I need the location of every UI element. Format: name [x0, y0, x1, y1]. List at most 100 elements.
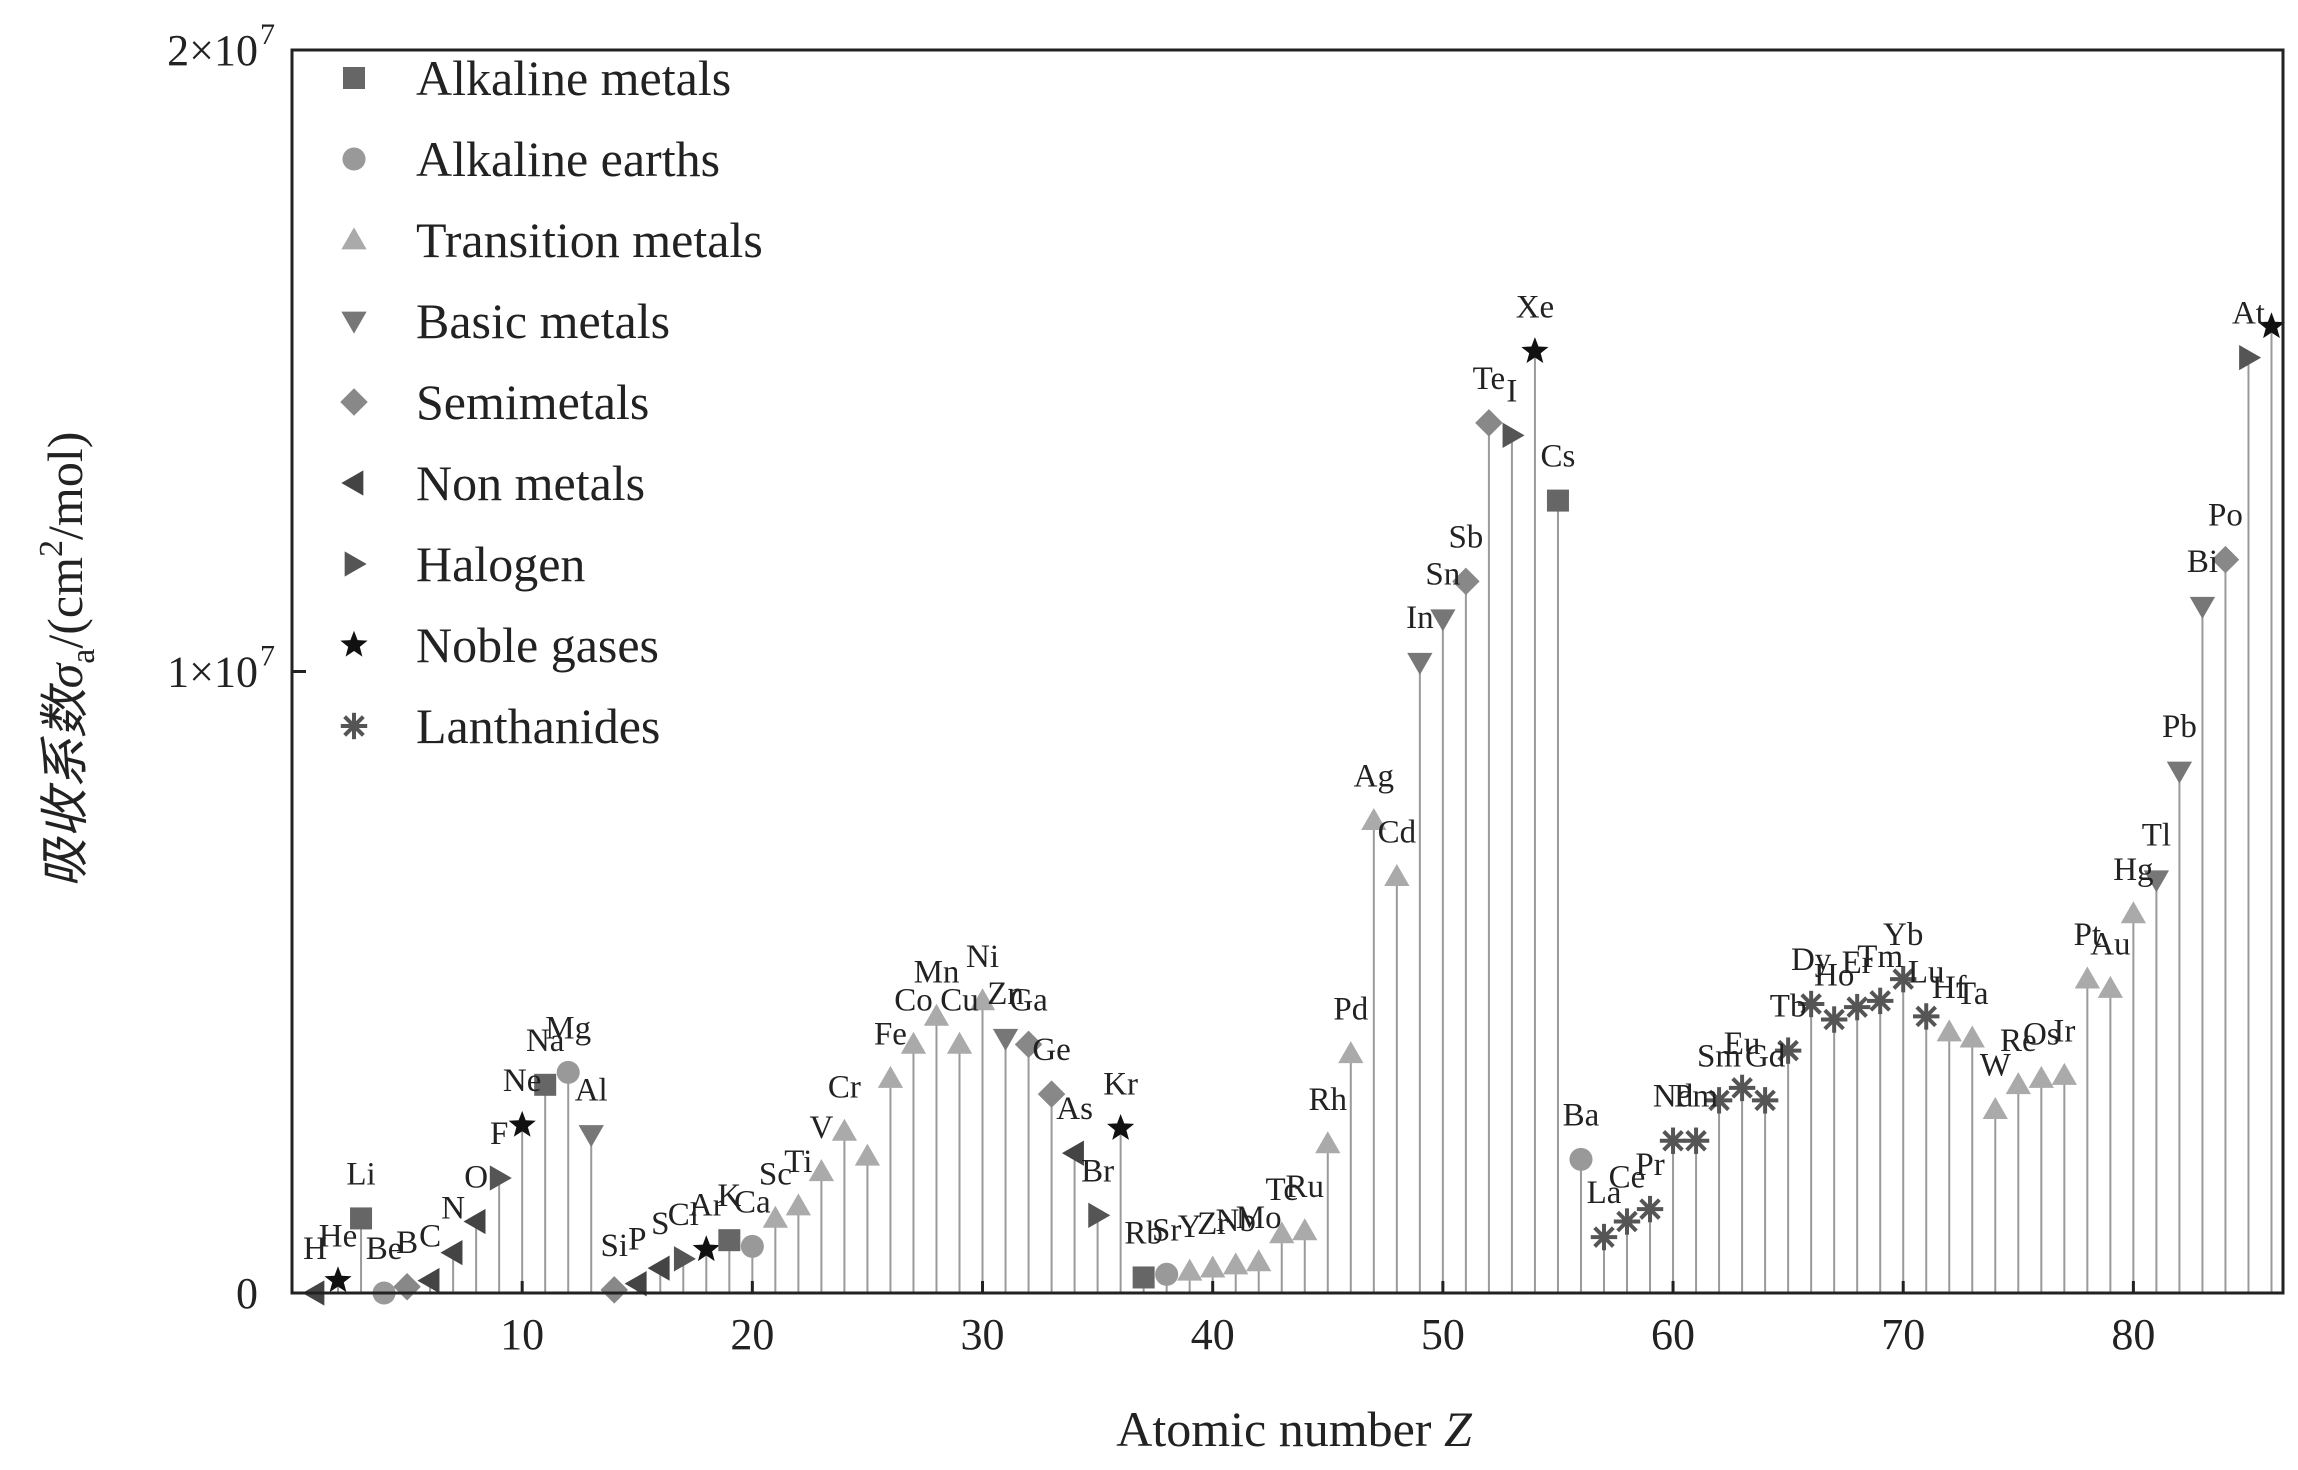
legend-marker-0: [343, 67, 365, 89]
marker-Os: [2028, 1065, 2054, 1088]
marker-Ti: [785, 1193, 812, 1216]
element-label-Pt: Pt: [2074, 917, 2102, 953]
marker-He: [324, 1266, 352, 1293]
legend-marker-3: [341, 311, 367, 334]
element-label-K: K: [717, 1178, 741, 1214]
marker-In: [1407, 652, 1433, 675]
marker-Xe: [1521, 337, 1549, 363]
marker-Mg: [556, 1060, 580, 1084]
element-label-La: La: [1587, 1175, 1622, 1211]
marker-B: [393, 1273, 421, 1301]
element-label-Nb: Nb: [1216, 1203, 1256, 1239]
marker-Sc: [762, 1205, 789, 1228]
marker-Lu: [1913, 1003, 1940, 1030]
element-label-Ne: Ne: [503, 1063, 541, 1099]
marker-Tc: [1269, 1221, 1295, 1244]
marker-W: [1982, 1097, 2008, 1120]
marker-Rh: [1315, 1131, 1341, 1154]
y-tick-label: 1×10: [167, 648, 258, 697]
element-label-C: C: [419, 1219, 441, 1255]
marker-Ge: [1037, 1080, 1066, 1108]
marker-Tm: [1866, 987, 1894, 1015]
marker-Au: [2097, 975, 2124, 998]
marker-V: [808, 1159, 835, 1182]
marker-Ga: [1014, 1030, 1043, 1059]
element-label-Zn: Zn: [987, 976, 1024, 1012]
element-label-Si: Si: [600, 1228, 628, 1264]
element-label-Ti: Ti: [784, 1144, 812, 1180]
element-label-Li: Li: [346, 1156, 375, 1192]
x-tick-label: 20: [730, 1310, 774, 1359]
element-label-W: W: [1980, 1048, 2012, 1084]
x-tick-label: 30: [961, 1310, 1005, 1359]
element-label-Tl: Tl: [2142, 818, 2171, 854]
element-label-Ag: Ag: [1354, 759, 1394, 795]
element-label-P: P: [628, 1222, 646, 1258]
marker-Pm: [1682, 1127, 1710, 1154]
marker-Ni: [969, 988, 996, 1011]
marker-Tl: [2143, 870, 2170, 893]
element-label-Hg: Hg: [2113, 852, 2153, 888]
marker-Nd: [1659, 1127, 1687, 1154]
element-label-Gd: Gd: [1745, 1038, 1786, 1074]
marker-La: [1590, 1223, 1618, 1251]
legend-marker-1: [342, 147, 366, 171]
legend-label: Transition metals: [416, 212, 763, 268]
marker-Ho: [1820, 1006, 1848, 1033]
y-tick-exponent: 7: [260, 18, 275, 51]
element-label-Tm: Tm: [1857, 939, 1903, 975]
marker-Al: [578, 1125, 604, 1148]
element-label-O: O: [464, 1160, 488, 1196]
marker-Sr: [1155, 1262, 1179, 1286]
element-label-Cr: Cr: [828, 1069, 861, 1105]
element-label-Ru: Ru: [1286, 1169, 1325, 1205]
element-label-Ar: Ar: [689, 1187, 724, 1223]
element-label-Xe: Xe: [1516, 289, 1554, 325]
marker-Dy: [1797, 990, 1825, 1018]
element-label-Pb: Pb: [2162, 709, 2197, 745]
element-label-Pm: Pm: [1674, 1079, 1718, 1115]
element-label-Cu: Cu: [940, 982, 979, 1018]
element-label-Pd: Pd: [1333, 992, 1368, 1028]
marker-P: [624, 1271, 647, 1297]
element-label-Yb: Yb: [1883, 917, 1923, 953]
element-label-Rb: Rb: [1124, 1215, 1163, 1251]
marker-Yb: [1890, 965, 1917, 993]
marker-Po: [2211, 545, 2240, 574]
element-label-Na: Na: [526, 1023, 565, 1059]
marker-K: [718, 1229, 741, 1252]
element-label-As: As: [1056, 1091, 1093, 1127]
legend-label: Alkaline metals: [416, 50, 731, 106]
element-label-V: V: [809, 1110, 833, 1146]
element-label-He: He: [319, 1219, 357, 1255]
marker-I: [1502, 422, 1525, 448]
marker-C: [417, 1267, 440, 1294]
element-label-Dy: Dy: [1791, 942, 1832, 978]
marker-Pt: [2074, 966, 2101, 989]
marker-Rb: [1132, 1266, 1155, 1289]
legend-label: Non metals: [416, 455, 645, 511]
element-label-Re: Re: [2000, 1023, 2037, 1059]
element-label-Ba: Ba: [1563, 1097, 1600, 1133]
element-label-S: S: [651, 1206, 669, 1242]
element-label-Kr: Kr: [1103, 1066, 1138, 1102]
x-tick-label: 60: [1651, 1310, 1695, 1359]
marker-Zn: [992, 1028, 1019, 1051]
element-label-Ir: Ir: [2053, 1013, 2075, 1049]
element-label-Eu: Eu: [1724, 1026, 1761, 1062]
legend-label: Semimetals: [416, 374, 649, 430]
marker-Ce: [1613, 1208, 1641, 1235]
marker-Ta: [1959, 1025, 1985, 1048]
marker-Li: [350, 1207, 373, 1230]
y-tick-exponent: 7: [260, 640, 275, 673]
marker-z25: [854, 1143, 881, 1166]
marker-Ca: [740, 1234, 764, 1258]
marker-Ba: [1569, 1147, 1593, 1171]
x-tick-label: 10: [500, 1310, 544, 1359]
element-label-Hf: Hf: [1932, 970, 1967, 1006]
marker-Y: [1177, 1258, 1203, 1281]
element-label-Ta: Ta: [1956, 976, 1989, 1012]
